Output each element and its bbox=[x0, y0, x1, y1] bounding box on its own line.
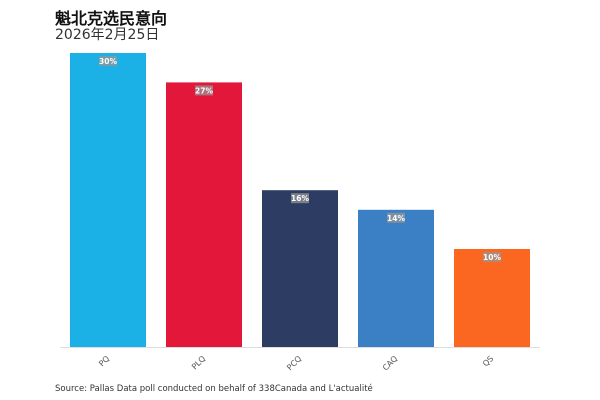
x-tick-label-pcq: PCQ bbox=[285, 354, 303, 372]
x-tick-label-caq: CAQ bbox=[381, 354, 400, 373]
x-tick-label-plq: PLQ bbox=[190, 354, 207, 371]
x-tick-label-qs: QS bbox=[481, 354, 495, 368]
bar-caq bbox=[358, 209, 434, 347]
data-label-qs: 10% bbox=[483, 253, 501, 262]
data-label-box-qs bbox=[483, 252, 501, 262]
data-label-box-pq bbox=[99, 56, 117, 66]
bar-qs bbox=[454, 249, 530, 347]
data-label-box-plq bbox=[195, 85, 213, 96]
source-note: Source: Pallas Data poll conducted on be… bbox=[55, 384, 373, 394]
bar-plq bbox=[166, 82, 242, 348]
chart-title: 魁北克选民意向 bbox=[55, 9, 168, 28]
bar-pq bbox=[70, 53, 146, 347]
data-label-plq: 27% bbox=[195, 86, 213, 95]
data-label-caq: 14% bbox=[387, 214, 405, 223]
x-tick-label-pq: PQ bbox=[97, 354, 111, 368]
data-label-pcq: 16% bbox=[291, 194, 309, 203]
data-label-box-caq bbox=[387, 212, 405, 223]
chart-subtitle: 2026年2月25日 bbox=[55, 27, 160, 43]
data-label-box-pcq bbox=[291, 193, 309, 204]
data-label-pq: 30% bbox=[99, 57, 117, 66]
bar-pcq bbox=[262, 190, 338, 347]
